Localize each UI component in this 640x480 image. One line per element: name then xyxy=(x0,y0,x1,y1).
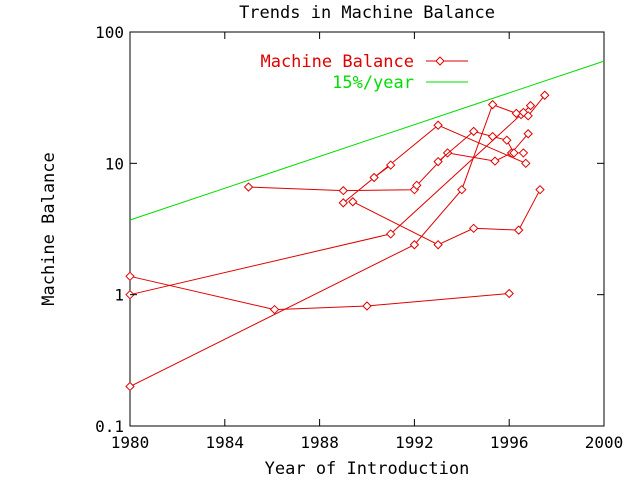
machine-balance-data-point xyxy=(523,129,533,139)
machine-balance-data-point xyxy=(243,182,254,192)
plot-area-frame xyxy=(129,31,605,427)
x-tick-label: 1996 xyxy=(490,433,529,452)
machine-balance-data-point xyxy=(521,158,531,169)
machine-balance-data-point xyxy=(504,288,514,299)
machine-balance-data-point xyxy=(511,108,522,119)
machine-balance-data-point xyxy=(433,120,443,130)
x-tick-label: 1980 xyxy=(111,433,150,452)
series-layer xyxy=(125,60,605,392)
machine-balance-data-point xyxy=(457,184,467,195)
x-tick-label: 1984 xyxy=(206,433,245,452)
x-axis-label: Year of Introduction xyxy=(265,459,470,479)
machine-balance-data-point xyxy=(487,99,498,110)
legend-marker-diamond xyxy=(435,56,445,66)
machine-balance-data-point xyxy=(348,197,358,207)
machine-balance-series-line xyxy=(129,275,510,311)
machine-balance-data-point xyxy=(338,198,349,208)
y-tick-label: 1 xyxy=(114,286,124,305)
machine-balance-data-point xyxy=(385,229,396,239)
machine-balance-data-point xyxy=(433,156,443,167)
machine-balance-data-point xyxy=(525,100,536,111)
chart-title: Trends in Machine Balance xyxy=(239,3,495,23)
tick-layer: 1980 1984 1988 1992 1996 2000 0.1 1 10 100 xyxy=(95,23,623,452)
machine-balance-data-point xyxy=(523,111,533,121)
machine-balance-data-point xyxy=(369,172,379,183)
machine-balance-data-point xyxy=(412,180,422,191)
machine-balance-data-point xyxy=(487,131,498,142)
machine-balance-series-line xyxy=(248,133,529,192)
machine-balance-data-point xyxy=(125,381,135,392)
x-tick-label: 2000 xyxy=(585,433,624,452)
machine-balance-series-line xyxy=(373,164,391,178)
machine-balance-data-point xyxy=(468,223,479,234)
machine-balance-data-point xyxy=(468,126,479,137)
machine-balance-data-point xyxy=(125,271,135,282)
legend-label-15-percent-per-year: 15%/year xyxy=(332,73,414,93)
machine-balance-data-point xyxy=(409,240,420,250)
machine-balance-data-point xyxy=(362,301,372,311)
machine-balance-data-point xyxy=(269,304,280,315)
legend-label-machine-balance: Machine Balance xyxy=(260,52,414,72)
machine-balance-data-point xyxy=(535,184,545,195)
machine-balance-series-line xyxy=(129,94,546,387)
machine-balance-data-point xyxy=(502,135,512,145)
machine-balance-series-line xyxy=(342,124,526,204)
y-tick-label: 100 xyxy=(95,23,124,42)
machine-balance-data-point xyxy=(433,240,443,250)
machine-balance-data-point xyxy=(509,148,519,158)
machine-balance-data-point xyxy=(513,225,524,235)
machine-balance-data-point xyxy=(385,160,396,170)
y-tick-label: 10 xyxy=(105,154,124,173)
y-tick-label: 0.1 xyxy=(95,417,124,436)
machine-balance-data-point xyxy=(518,148,529,158)
machine-balance-data-point xyxy=(540,90,550,100)
x-tick-label: 1988 xyxy=(300,433,339,452)
trend-15-percent-series-line xyxy=(129,60,605,221)
y-axis-label: Machine Balance xyxy=(39,152,59,306)
x-tick-label: 1992 xyxy=(395,433,434,452)
machine-balance-data-point xyxy=(490,156,500,166)
machine-balance-data-point xyxy=(338,185,349,196)
legend: Machine Balance 15%/year xyxy=(260,52,468,93)
